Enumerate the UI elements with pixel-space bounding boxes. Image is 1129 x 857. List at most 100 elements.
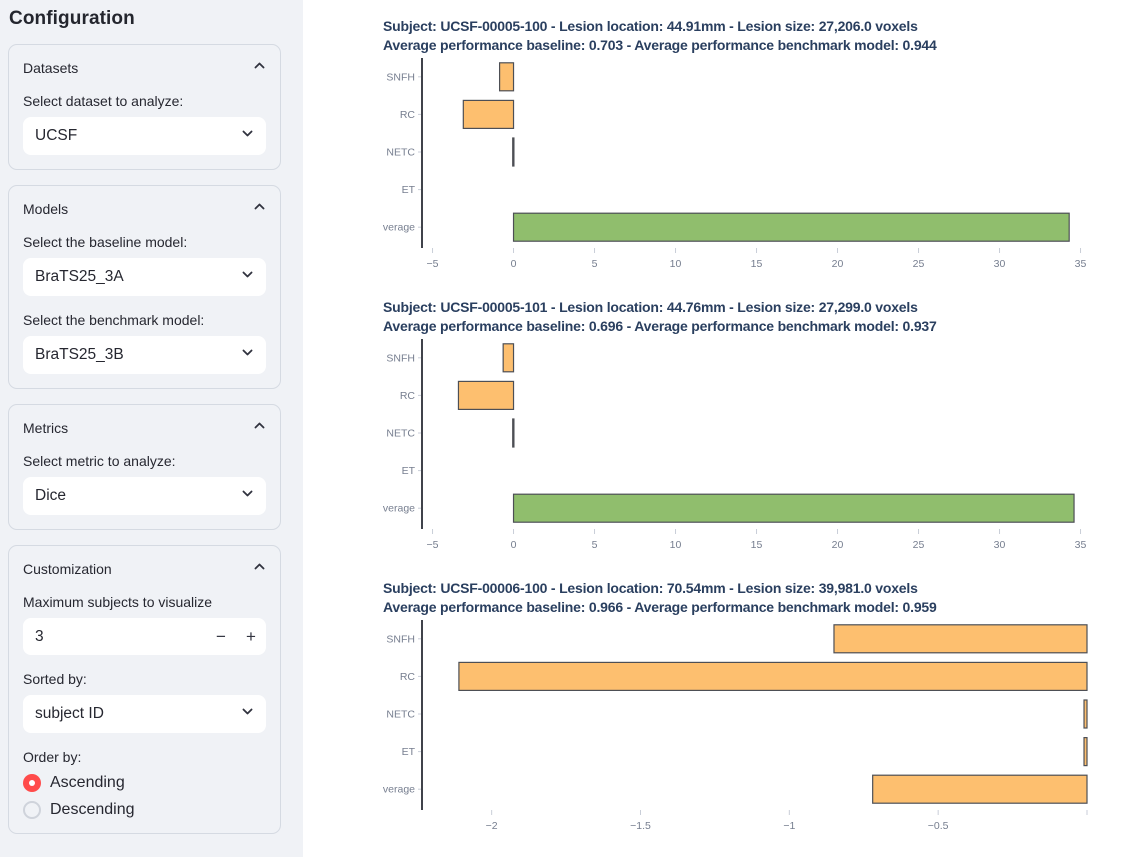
chart-title-line1: Subject: UCSF-00005-100 - Lesion locatio… [383,18,918,34]
chevron-up-icon [253,200,266,218]
x-tick-label: 0 [511,539,517,551]
bar-netc [512,137,515,167]
expander-customization-header[interactable]: Customization [23,560,266,578]
expander-metrics: Metrics Select metric to analyze: Dice [8,404,281,530]
sidebar: Configuration Datasets Select dataset to… [0,0,303,857]
chart-svg-2: −2 −1.5 −1 −0.5 SNFH RC NETC ET Average [383,620,1088,832]
x-tick-label: 15 [751,258,763,270]
x-tick-label: 30 [994,258,1006,270]
chart-title-line2: Average performance baseline: 0.696 - Av… [383,318,937,334]
y-category-label: RC [400,109,416,121]
bar-netc [512,418,515,448]
radio-unselected-icon [23,801,41,819]
bar-rc [462,99,515,130]
x-tick-label: 35 [1075,539,1087,551]
x-tick-label: 25 [913,258,925,270]
chevron-down-icon [241,487,254,505]
metric-select[interactable]: Dice [23,477,266,515]
x-tick-label: 0 [511,258,517,270]
bar-rc [458,661,1088,692]
y-category-label: Average [383,784,415,796]
chevron-up-icon [253,560,266,578]
x-tick-label: −5 [427,539,439,551]
bar-et [1083,736,1088,767]
chart-title: Subject: UCSF-00005-100 - Lesion locatio… [383,17,1129,55]
bar-snfh [498,62,515,92]
x-tick-label: 5 [592,258,598,270]
expander-metrics-header[interactable]: Metrics [23,419,266,437]
chart-svg-1: −5 0 5 10 15 20 25 30 35 SNFH RC NETC ET Average [383,339,1087,551]
y-category-label: SNFH [386,633,415,645]
x-tick-label: 25 [913,539,925,551]
max-subjects-value[interactable]: 3 [35,627,44,645]
dataset-select[interactable]: UCSF [23,117,266,155]
expander-datasets-label: Datasets [23,60,79,76]
step-down-button[interactable]: − [216,626,226,646]
chevron-down-icon [241,127,254,145]
y-category-label: Average [383,503,415,515]
radio-descending-label: Descending [50,801,135,818]
x-tick-label: 30 [994,539,1006,551]
chart-svg-0: −5 0 5 10 15 20 25 30 35 SNFH RC NETC ET Average [383,58,1087,270]
expander-models: Models Select the baseline model: BraTS2… [8,185,281,389]
expander-models-header[interactable]: Models [23,200,266,218]
metric-select-label: Select metric to analyze: [23,453,176,469]
expander-customization-label: Customization [23,561,112,577]
dataset-select-value: UCSF [35,127,78,144]
y-category-label: SNFH [386,71,415,83]
x-tick-label: 35 [1075,258,1087,270]
baseline-model-select[interactable]: BraTS25_3A [23,258,266,296]
y-category-label: Average [383,222,415,234]
benchmark-model-label: Select the benchmark model: [23,312,205,328]
y-category-label: SNFH [386,352,415,364]
bar-snfh [502,343,515,373]
step-up-button[interactable]: + [246,626,256,646]
chevron-down-icon [241,346,254,364]
order-by-radio-group: Ascending Descending [23,774,266,819]
chart-title-line2: Average performance baseline: 0.703 - Av… [383,37,937,53]
benchmark-model-select[interactable]: BraTS25_3B [23,336,266,374]
sorted-by-label: Sorted by: [23,671,87,687]
chevron-up-icon [253,419,266,437]
expander-models-label: Models [23,201,69,217]
radio-option-descending[interactable]: Descending [23,801,266,819]
order-by-label: Order by: [23,749,82,765]
radio-ascending-label: Ascending [50,774,125,791]
bar-average [872,774,1088,804]
x-tick-label: 10 [670,258,682,270]
x-tick-label: −5 [427,258,439,270]
chart-title-line1: Subject: UCSF-00006-100 - Lesion locatio… [383,580,918,596]
expander-datasets: Datasets Select dataset to analyze: UCSF [8,44,281,170]
x-tick-label: −0.5 [928,820,949,832]
bar-snfh [833,624,1088,654]
max-subjects-label: Maximum subjects to visualize [23,594,213,610]
expander-metrics-label: Metrics [23,420,69,436]
chart-block-1: Subject: UCSF-00005-100 - Lesion locatio… [383,17,1129,270]
max-subjects-input[interactable]: 3 − + [23,618,266,655]
x-tick-label: 5 [592,539,598,551]
main-content: Subject: UCSF-00005-100 - Lesion locatio… [303,0,1129,832]
baseline-model-label: Select the baseline model: [23,234,188,250]
x-tick-label: 15 [751,539,763,551]
chevron-down-icon [241,705,254,723]
bar-average [512,493,1075,523]
radio-option-ascending[interactable]: Ascending [23,774,266,792]
dataset-select-label: Select dataset to analyze: [23,93,184,109]
chart-title-line2: Average performance baseline: 0.966 - Av… [383,599,937,615]
radio-selected-icon [23,774,41,792]
y-category-label: ET [402,184,416,196]
x-tick-label: 20 [832,258,844,270]
chevron-down-icon [241,268,254,286]
x-tick-label: 10 [670,539,682,551]
chart-title-line1: Subject: UCSF-00005-101 - Lesion locatio… [383,299,918,315]
bar-netc [1083,699,1088,729]
y-category-label: RC [400,390,416,402]
sorted-by-select[interactable]: subject ID [23,695,266,733]
x-tick-label: −2 [486,820,498,832]
y-category-label: RC [400,671,416,683]
metric-select-value: Dice [35,487,67,504]
bar-rc [457,380,515,411]
chart-title: Subject: UCSF-00005-101 - Lesion locatio… [383,298,1129,336]
expander-datasets-header[interactable]: Datasets [23,59,266,77]
x-tick-label: −1.5 [630,820,651,832]
